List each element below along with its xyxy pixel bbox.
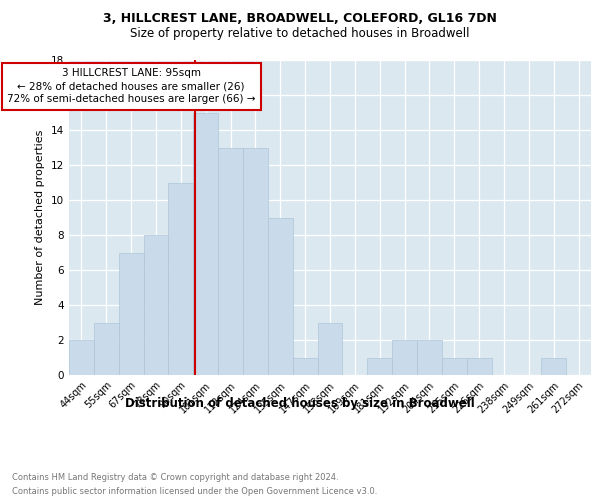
- Text: 3, HILLCREST LANE, BROADWELL, COLEFORD, GL16 7DN: 3, HILLCREST LANE, BROADWELL, COLEFORD, …: [103, 12, 497, 26]
- Bar: [317, 322, 343, 375]
- Bar: [169, 182, 193, 375]
- Text: Distribution of detached houses by size in Broadwell: Distribution of detached houses by size …: [125, 398, 475, 410]
- Bar: [392, 340, 417, 375]
- Bar: [94, 322, 119, 375]
- Bar: [367, 358, 392, 375]
- Bar: [541, 358, 566, 375]
- Bar: [293, 358, 317, 375]
- Bar: [193, 112, 218, 375]
- Text: 3 HILLCREST LANE: 95sqm
← 28% of detached houses are smaller (26)
72% of semi-de: 3 HILLCREST LANE: 95sqm ← 28% of detache…: [7, 68, 256, 104]
- Bar: [442, 358, 467, 375]
- Bar: [218, 148, 243, 375]
- Text: Size of property relative to detached houses in Broadwell: Size of property relative to detached ho…: [130, 28, 470, 40]
- Y-axis label: Number of detached properties: Number of detached properties: [35, 130, 46, 305]
- Text: Contains public sector information licensed under the Open Government Licence v3: Contains public sector information licen…: [12, 488, 377, 496]
- Bar: [119, 252, 143, 375]
- Bar: [268, 218, 293, 375]
- Bar: [417, 340, 442, 375]
- Bar: [69, 340, 94, 375]
- Bar: [467, 358, 491, 375]
- Bar: [243, 148, 268, 375]
- Text: Contains HM Land Registry data © Crown copyright and database right 2024.: Contains HM Land Registry data © Crown c…: [12, 472, 338, 482]
- Bar: [143, 235, 169, 375]
